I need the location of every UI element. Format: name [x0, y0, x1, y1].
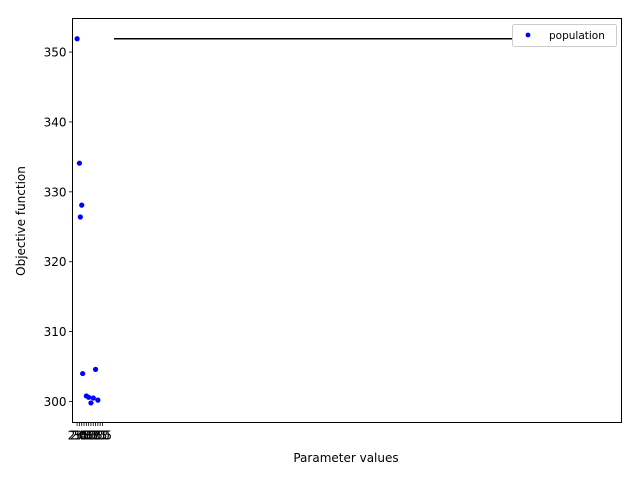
x-tick-label: 3.5 [74, 429, 93, 443]
x-tick-label: 6.5 [88, 429, 107, 443]
data-points-layer [74, 36, 101, 406]
legend-box [512, 24, 617, 47]
legend-label-population: population [549, 30, 605, 42]
plot-area-frame [72, 18, 622, 423]
y-tick-label: 300 [44, 395, 67, 409]
data-point-population [74, 36, 80, 42]
data-point-population [79, 202, 85, 208]
data-point-population [90, 395, 96, 401]
x-tick-label: 5.5 [84, 429, 103, 443]
x-tick-label: 3.0 [72, 429, 91, 443]
x-tick-label: 5.0 [81, 429, 100, 443]
x-axis: 2.02.53.03.54.04.55.05.56.06.57.07.5 [68, 422, 112, 443]
y-tick-label: 310 [44, 325, 67, 339]
x-tick-label: 2.5 [70, 429, 89, 443]
x-tick-label: 7.0 [91, 429, 110, 443]
data-point-population [77, 214, 83, 220]
y-axis: 300 310 320 330 340 350 [44, 46, 73, 409]
data-point-population [86, 394, 92, 400]
y-tick-label: 340 [44, 115, 67, 129]
data-point-population [76, 160, 83, 166]
x-tick-label: 6.0 [86, 429, 105, 443]
x-tick-label: 7.5 [93, 429, 112, 443]
x-tick-label: 4.5 [79, 429, 98, 443]
x-axis-label: Parameter values [293, 451, 398, 465]
data-point-population [88, 400, 94, 406]
data-point-population [80, 370, 86, 377]
y-tick-label: 350 [44, 46, 67, 60]
y-axis-label: Objective function [14, 166, 28, 276]
legend: population [512, 24, 617, 47]
data-point-population [92, 366, 99, 372]
y-tick-label: 320 [44, 255, 67, 269]
x-tick-label: 2.0 [68, 429, 87, 443]
x-tick-label: 4.0 [77, 429, 96, 443]
y-tick-label: 330 [44, 185, 67, 199]
legend-marker-population [525, 32, 531, 38]
data-point-population [95, 397, 101, 403]
